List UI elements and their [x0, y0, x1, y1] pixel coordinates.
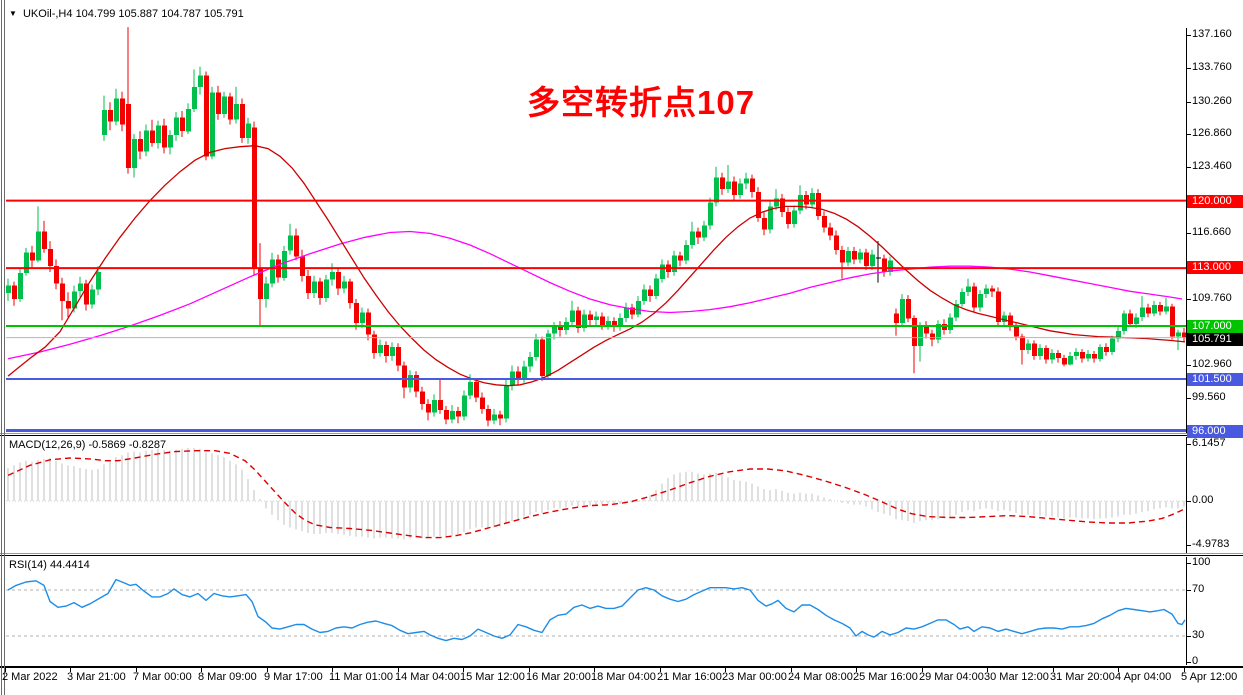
rsi-axis-label: 70	[1192, 583, 1205, 595]
date-axis-label: 31 Mar 20:00	[1050, 671, 1115, 683]
date-axis-label: 2 Mar 2022	[2, 671, 58, 683]
symbol-timeframe-label: UKOil-,H4	[22, 8, 73, 20]
price-axis-label: 120.000	[1187, 195, 1243, 208]
price-axis-label: 133.760	[1192, 61, 1232, 73]
date-axis-label: 23 Mar 00:00	[722, 671, 787, 683]
date-axis-label: 14 Mar 04:00	[395, 671, 460, 683]
date-axis-label: 9 Mar 17:00	[264, 671, 323, 683]
price-axis-label: 126.860	[1192, 127, 1232, 139]
macd-axis-label: -4.9783	[1192, 538, 1230, 550]
date-axis-label: 4 Apr 04:00	[1115, 671, 1172, 683]
date-axis-label: 3 Mar 21:00	[67, 671, 126, 683]
price-axis-label: 101.500	[1187, 373, 1243, 386]
price-axis-label: 107.000	[1187, 320, 1243, 333]
macd-indicator-label: MACD(12,26,9) -0.5869 -0.8287	[9, 439, 167, 451]
date-axis-label: 21 Mar 16:00	[657, 671, 722, 683]
price-axis-label: 96.000	[1187, 425, 1243, 438]
chart-header: ▼ UKOil-,H4 104.799 105.887 104.787 105.…	[9, 8, 244, 20]
date-axis-label: 24 Mar 08:00	[788, 671, 853, 683]
price-axis-label: 137.160	[1192, 28, 1232, 40]
price-axis-label: 109.760	[1192, 292, 1232, 304]
price-axis-label: 105.791	[1187, 333, 1243, 346]
macd-axis-label: 6.1457	[1192, 437, 1226, 449]
price-axis-label: 99.560	[1192, 391, 1226, 403]
rsi-axis-label: 100	[1192, 556, 1211, 568]
date-axis-label: 5 Apr 12:00	[1181, 671, 1238, 683]
date-axis-label: 11 Mar 01:00	[329, 671, 394, 683]
price-axis-label: 116.660	[1192, 226, 1231, 238]
price-axis-label: 102.960	[1192, 358, 1232, 370]
date-axis-label: 7 Mar 00:00	[133, 671, 192, 683]
price-axis-label: 123.460	[1192, 160, 1232, 172]
rsi-axis-label: 30	[1192, 629, 1205, 641]
date-axis-label: 25 Mar 16:00	[853, 671, 918, 683]
date-axis-label: 16 Mar 20:00	[526, 671, 591, 683]
date-axis-label: 8 Mar 09:00	[198, 671, 257, 683]
annotation-text[interactable]: 多空转折点107	[527, 84, 756, 121]
price-axis-label: 130.260	[1192, 95, 1232, 107]
date-axis-label: 15 Mar 12:00	[460, 671, 525, 683]
rsi-indicator-label: RSI(14) 44.4414	[9, 559, 90, 571]
date-axis-label: 30 Mar 12:00	[984, 671, 1049, 683]
symbol-dropdown-icon[interactable]: ▼	[9, 9, 17, 18]
macd-axis-label: 0.00	[1192, 494, 1214, 506]
ohlc-values: 104.799 105.887 104.787 105.791	[75, 8, 244, 20]
price-axis-label: 113.000	[1187, 261, 1243, 274]
date-axis-label: 18 Mar 04:00	[591, 671, 656, 683]
rsi-axis-label: 0	[1192, 655, 1199, 667]
date-axis-label: 29 Mar 04:00	[919, 671, 984, 683]
